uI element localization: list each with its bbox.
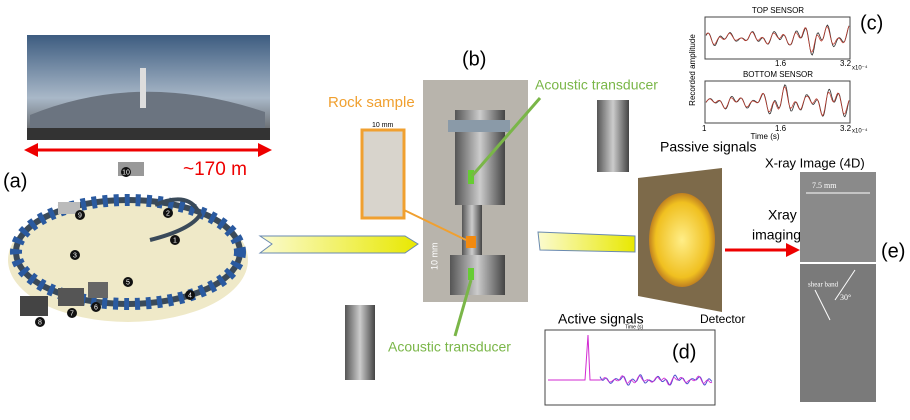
- caption: Passive signals: [660, 139, 757, 155]
- transducer-photo: [597, 100, 629, 172]
- ring-badge: [123, 277, 133, 287]
- ring-number: 2: [166, 210, 170, 217]
- detector-spot: [649, 193, 715, 287]
- connector: [470, 97, 542, 177]
- signal-trace: [599, 374, 713, 386]
- size-arrow: [24, 143, 272, 157]
- tick-label: 1.6: [775, 124, 787, 133]
- angle-label: 30°: [840, 293, 851, 302]
- signal-trace: [705, 84, 850, 118]
- passive-plots: TOP SENSOR 1.6 3.2 x10⁻⁴ BOTTOM SENSOR 1…: [688, 6, 868, 141]
- ring-number: 4: [188, 292, 192, 299]
- ring-badge: [35, 317, 45, 327]
- ring-badge: [170, 235, 180, 245]
- panel-label: (c): [860, 12, 883, 34]
- detector-label: Detector: [700, 312, 745, 326]
- transducer-photo: [345, 305, 375, 380]
- rock-sample-label: Rock sample: [328, 94, 415, 111]
- ring-badge: [70, 250, 80, 260]
- panel-label: (d): [672, 341, 696, 363]
- signal-trace: [548, 334, 600, 381]
- ring-number: 8: [38, 319, 42, 326]
- ring-badge: [121, 167, 131, 177]
- panel-label: (a): [3, 170, 27, 192]
- arrow-label: imaging: [752, 227, 801, 243]
- connector: [453, 279, 473, 337]
- xray-title: X-ray Image (4D): [765, 155, 865, 170]
- tick-label: 1: [702, 124, 707, 133]
- arrow-label: Xray: [768, 207, 797, 223]
- flow-arrow: [537, 231, 636, 253]
- width-label: 7.5 mm: [812, 181, 837, 190]
- transducer-label: Acoustic transducer: [388, 339, 511, 355]
- connector: [403, 209, 467, 241]
- signal-trace: [705, 26, 850, 53]
- exponent: x10⁻⁴: [852, 128, 868, 135]
- ring-number: 7: [70, 310, 74, 317]
- axis-label: Time (s): [625, 324, 643, 330]
- rig-photo: 10 mm: [423, 80, 528, 302]
- tick-label: 3.2: [840, 124, 852, 133]
- flow-arrow: [258, 235, 419, 254]
- ring-badge: [185, 290, 195, 300]
- plot-title: TOP SENSOR: [752, 6, 804, 15]
- caption: Active signals: [558, 311, 644, 327]
- active-plot: [544, 329, 716, 406]
- signal-trace: [705, 86, 850, 117]
- transducer-label: Acoustic transducer: [535, 77, 658, 93]
- ring-number: 1: [173, 237, 177, 244]
- axis-label: Recorded amplitude: [688, 34, 697, 106]
- rock-sample: [360, 128, 406, 220]
- synchrotron: [8, 162, 248, 322]
- xray-arrow-head: [786, 243, 800, 257]
- facility-photo: [27, 35, 270, 140]
- ring-number: 9: [78, 212, 82, 219]
- signal-trace: [599, 375, 713, 386]
- ring-number: 10: [122, 169, 130, 176]
- ring-number: 6: [94, 304, 98, 311]
- tick-label: 3.2: [840, 59, 852, 68]
- rig-scale: 10 mm: [429, 242, 439, 270]
- ring-badge: [91, 302, 101, 312]
- axis-label: Time (s): [750, 132, 779, 141]
- ring-badge: [67, 308, 77, 318]
- xray-image: 7.5 mm shear band 30°: [800, 172, 876, 402]
- panel-label: (b): [462, 48, 486, 70]
- signal-trace: [705, 24, 850, 56]
- size-label: ~170 m: [183, 159, 247, 180]
- ring-number: 3: [73, 252, 77, 259]
- ring-badge: [163, 208, 173, 218]
- panel-label: (e): [881, 240, 905, 262]
- band-label: shear band: [808, 281, 839, 289]
- exponent: x10⁻⁴: [852, 65, 868, 72]
- sample-scale: 10 mm: [372, 122, 394, 129]
- plot-title: BOTTOM SENSOR: [743, 70, 813, 79]
- tick-label: 1.6: [775, 59, 787, 68]
- ring-badge: [75, 210, 85, 220]
- ring-number: 5: [126, 279, 130, 286]
